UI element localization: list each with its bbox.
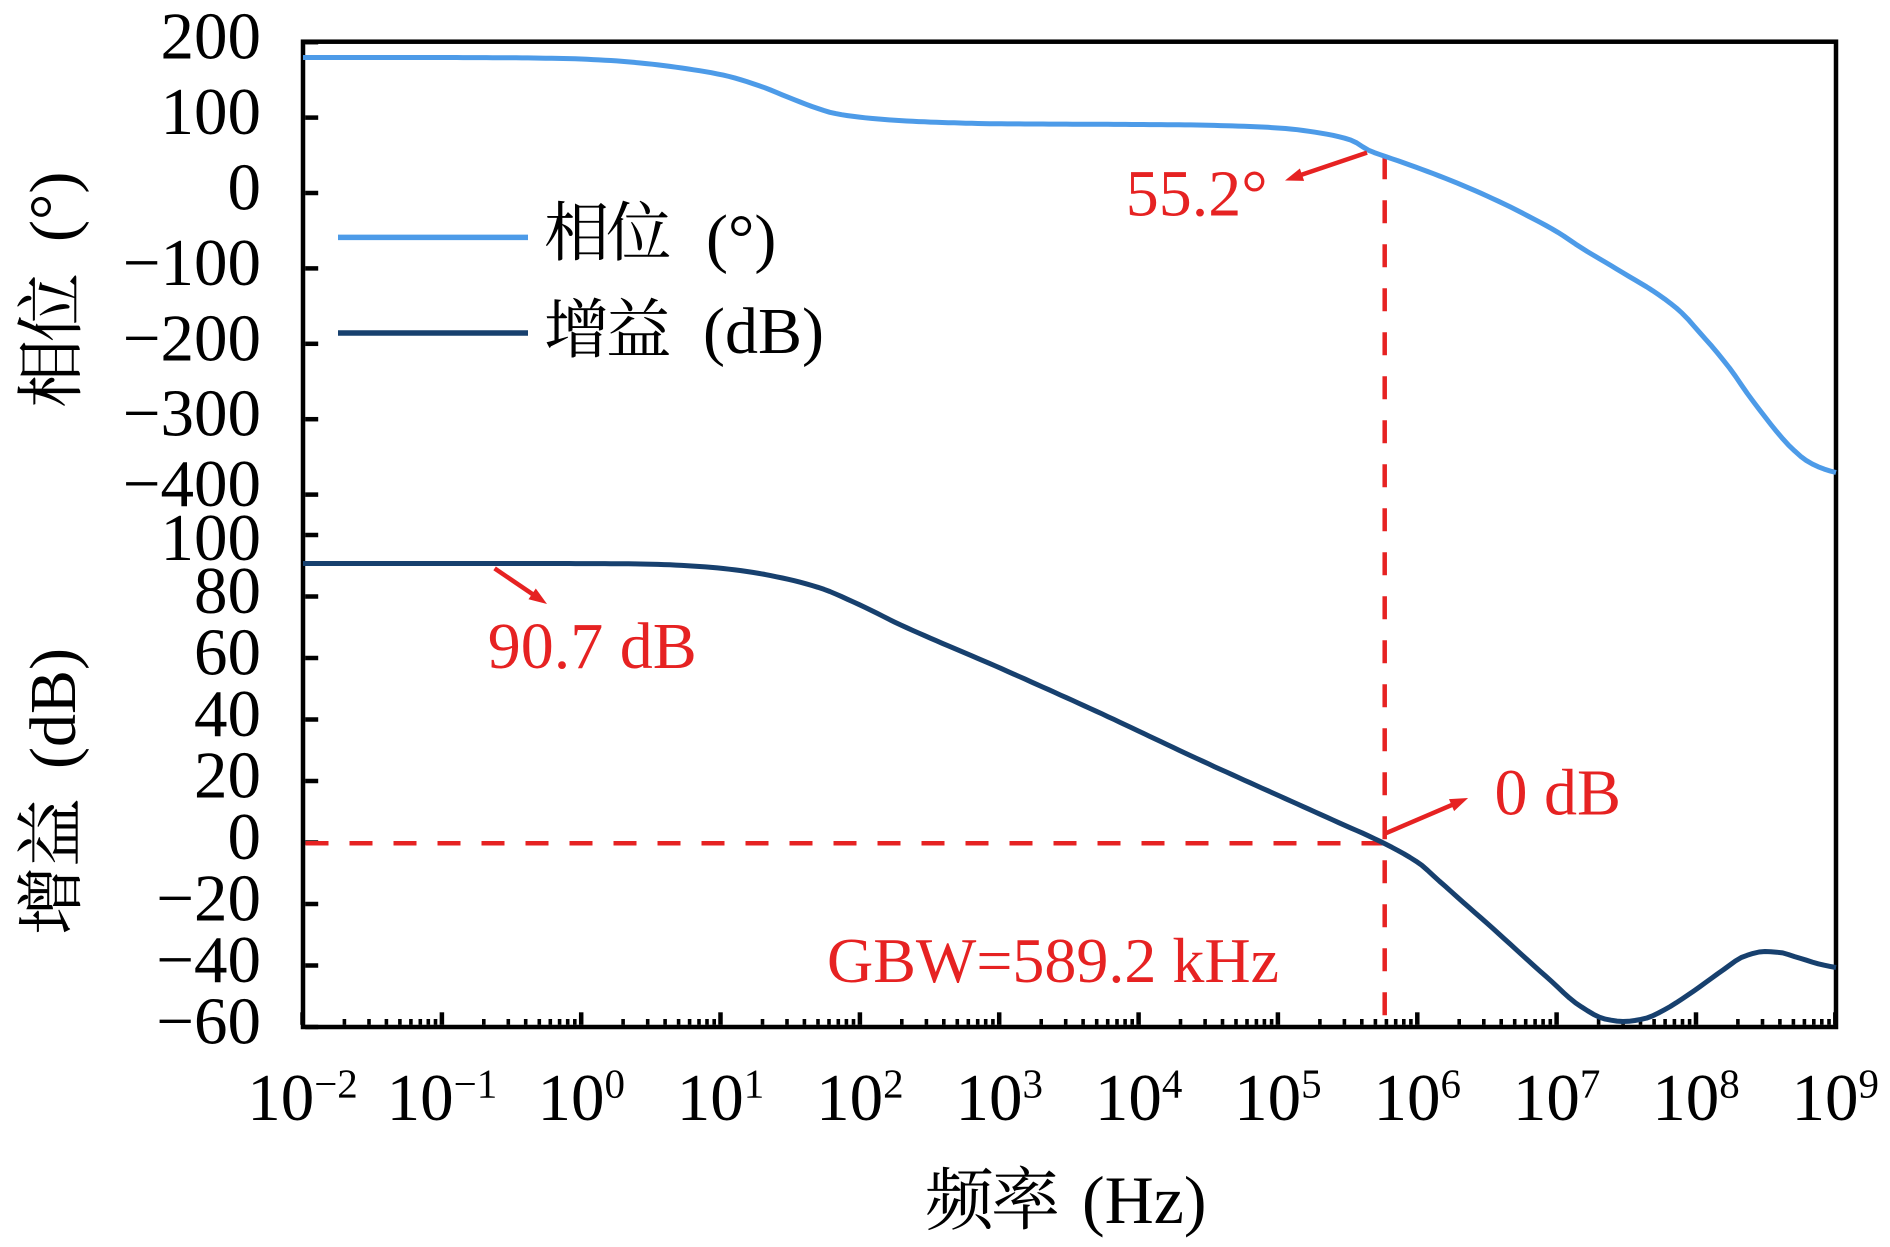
svg-text:(°): (°) (17, 172, 90, 242)
svg-text:−100: −100 (123, 226, 261, 300)
svg-text:40: 40 (194, 677, 261, 751)
svg-text:20: 20 (194, 739, 261, 813)
svg-text:(dB): (dB) (17, 648, 90, 769)
svg-text:90.7 dB: 90.7 dB (488, 610, 697, 683)
svg-text:60: 60 (194, 616, 261, 690)
svg-text:80: 80 (194, 554, 261, 628)
svg-text:−400: −400 (123, 447, 261, 521)
svg-text:0 dB: 0 dB (1495, 757, 1622, 830)
svg-text:−200: −200 (123, 301, 261, 375)
svg-text:−60: −60 (156, 985, 261, 1059)
svg-text:107: 107 (1513, 1061, 1601, 1136)
svg-text:55.2°: 55.2° (1126, 158, 1268, 231)
svg-text:106: 106 (1374, 1061, 1462, 1136)
svg-text:100: 100 (161, 75, 262, 149)
svg-text:100: 100 (161, 501, 262, 575)
svg-text:0: 0 (228, 151, 262, 225)
svg-text:−300: −300 (123, 377, 261, 451)
svg-text:−40: −40 (156, 923, 261, 997)
svg-text:(Hz): (Hz) (1082, 1162, 1207, 1238)
svg-text:0: 0 (228, 800, 262, 874)
svg-text:(dB): (dB) (703, 295, 824, 368)
svg-text:(°): (°) (706, 202, 776, 275)
svg-text:200: 200 (161, 0, 262, 74)
svg-text:GBW=589.2 kHz: GBW=589.2 kHz (827, 925, 1279, 996)
svg-text:−20: −20 (156, 862, 261, 936)
